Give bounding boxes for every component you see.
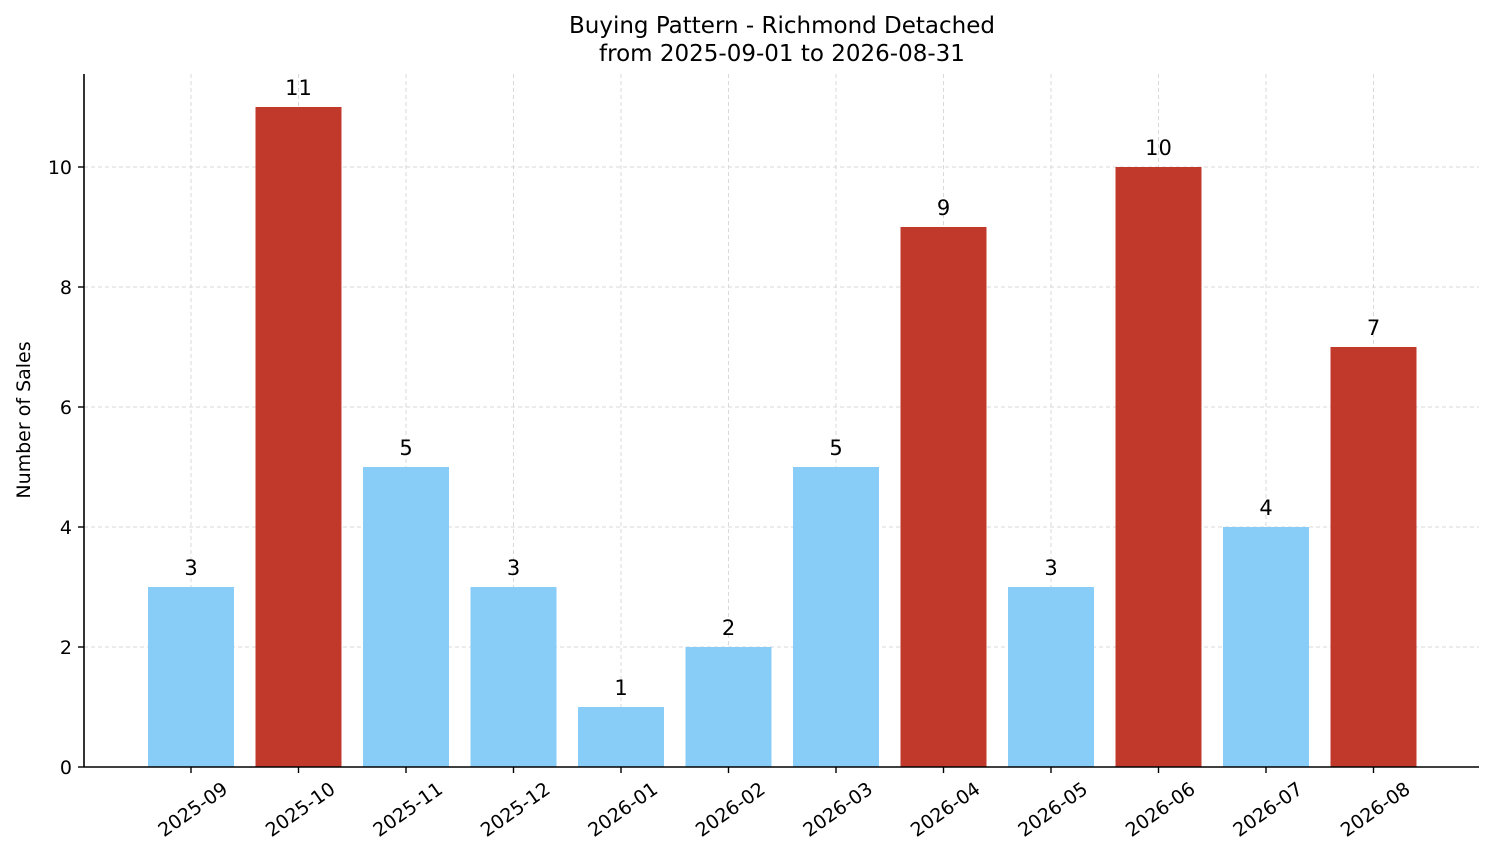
x-tick-label-2026-02: 2026-02 xyxy=(692,778,770,842)
x-tick-label-2025-11: 2025-11 xyxy=(369,778,447,842)
bar-2025-10 xyxy=(255,107,342,767)
chart-title: Buying Pattern - Richmond Detached xyxy=(569,13,995,39)
y-axis-label: Number of Sales xyxy=(13,341,35,498)
bar-2026-06 xyxy=(1115,167,1202,767)
bar-2026-01 xyxy=(578,707,664,767)
data-label-2026-07: 4 xyxy=(1259,496,1272,520)
data-label-2026-04: 9 xyxy=(937,196,950,220)
data-label-2026-05: 3 xyxy=(1044,556,1057,580)
bar-2025-11 xyxy=(363,467,449,767)
data-label-2025-09: 3 xyxy=(184,556,197,580)
x-tick-label-2025-12: 2025-12 xyxy=(477,778,555,842)
y-tick-label: 10 xyxy=(48,157,72,179)
x-tick-label-2026-03: 2026-03 xyxy=(799,778,877,842)
x-tick-label-2026-06: 2026-06 xyxy=(1122,778,1200,842)
y-tick-label: 4 xyxy=(60,517,72,539)
x-tick-label-2026-04: 2026-04 xyxy=(907,778,985,842)
data-label-2025-12: 3 xyxy=(507,556,520,580)
x-tick-label-2026-07: 2026-07 xyxy=(1229,778,1307,842)
bar-2025-12 xyxy=(470,587,557,767)
data-label-layer: 3 11 5 3 1 2 5 9 3 10 4 7 xyxy=(184,76,1380,700)
bar-2026-08 xyxy=(1330,347,1417,767)
y-tick-label: 8 xyxy=(60,277,72,299)
bar-2026-03 xyxy=(793,467,879,767)
chart-subtitle: from 2025-09-01 to 2026-08-31 xyxy=(599,41,965,67)
bar-layer xyxy=(148,107,1417,767)
bar-2026-04 xyxy=(900,227,987,767)
data-label-2026-03: 5 xyxy=(829,436,842,460)
y-tick-label: 0 xyxy=(60,757,72,779)
y-tick-label: 6 xyxy=(60,397,72,419)
data-label-2025-11: 5 xyxy=(399,436,412,460)
data-label-2025-10: 11 xyxy=(285,76,312,100)
x-tick-label-2025-10: 2025-10 xyxy=(262,778,340,842)
bar-2026-02 xyxy=(685,647,772,767)
y-tick-label: 2 xyxy=(60,637,72,659)
bar-2026-07 xyxy=(1223,527,1309,767)
x-tick-label-2026-08: 2026-08 xyxy=(1337,778,1415,842)
bar-2025-09 xyxy=(148,587,234,767)
bar-2026-05 xyxy=(1008,587,1094,767)
data-label-2026-02: 2 xyxy=(722,616,735,640)
data-label-2026-06: 10 xyxy=(1145,136,1172,160)
x-tick-label-2026-05: 2026-05 xyxy=(1014,778,1092,842)
data-label-2026-08: 7 xyxy=(1367,316,1380,340)
data-label-2026-01: 1 xyxy=(614,676,627,700)
x-tick-label-2026-01: 2026-01 xyxy=(584,778,662,842)
x-tick-label-2025-09: 2025-09 xyxy=(154,778,232,842)
